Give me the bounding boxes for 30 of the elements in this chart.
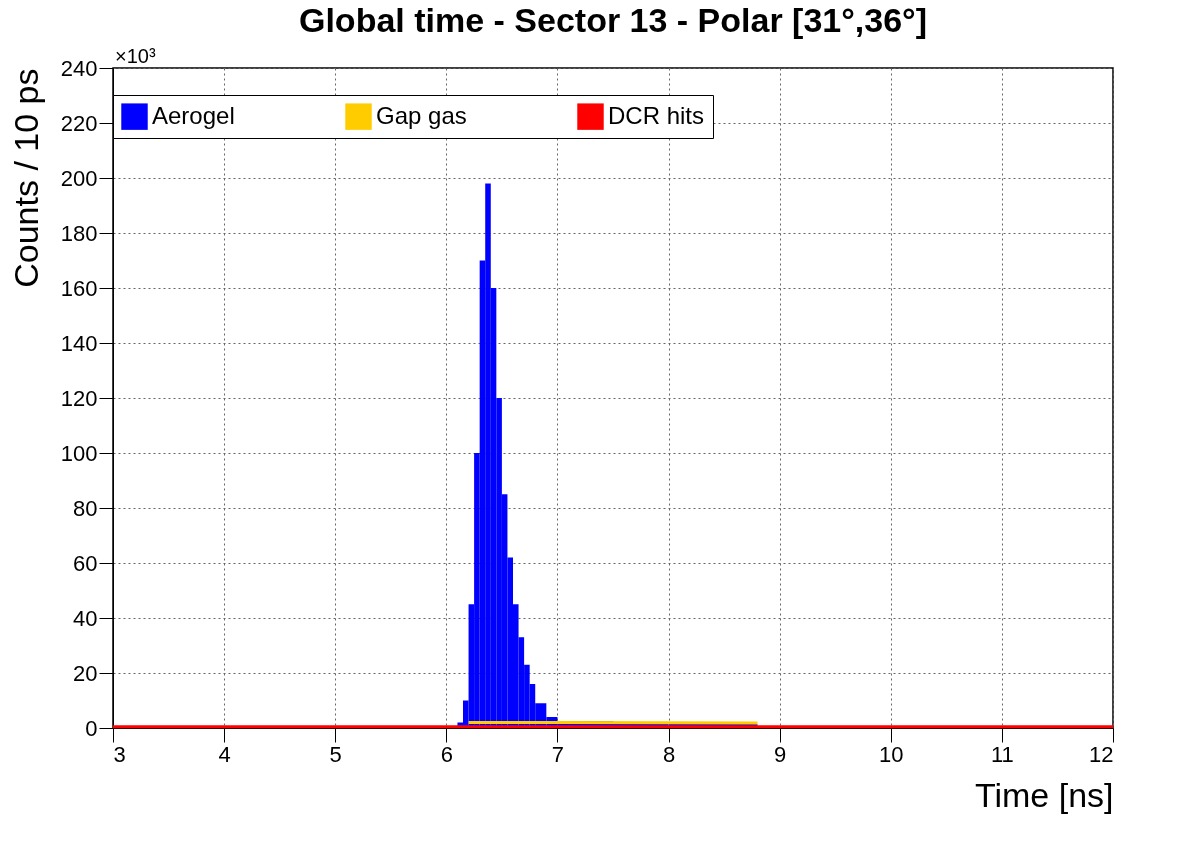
y-tick-label: 120 [60,385,98,411]
legend-label: Aerogel [152,101,235,129]
x-tick-label: 8 [662,741,676,767]
x-tick-label: 7 [551,741,565,767]
legend-label: DCR hits [608,101,705,129]
y-tick-label: 0 [85,715,98,741]
legend-label: Gap gas [376,101,467,129]
y-tick-label: 20 [73,660,98,686]
y-tick-label: 40 [73,605,98,631]
y-tick-label: 100 [60,440,98,466]
x-tick-label: 12 [1089,741,1114,767]
x-tick-label: 9 [774,741,787,767]
y-tick-label: 60 [73,550,98,576]
y-tick-label: 220 [60,110,98,136]
chart-title: Global time - Sector 13 - Polar [31°,36°] [298,1,928,39]
x-tick-label: 11 [990,741,1014,767]
x-tick-label: 10 [879,741,904,767]
y-tick-label: 160 [60,275,98,301]
y-axis-title: Counts / 10 ps [6,68,45,288]
text: ×10³ [115,45,156,67]
y-tick-label: 200 [60,165,98,191]
x-tick-label: 5 [329,741,342,767]
y-tick-label: 240 [60,55,98,81]
x-tick-label: 3 [113,741,126,767]
x-axis-title: Time [ns] [974,775,1114,814]
y-tick-label: 80 [73,495,98,521]
x-tick-label: 6 [440,741,453,767]
y-tick-label: 140 [60,330,98,356]
y-tick-label: 180 [60,220,98,246]
x-tick-label: 4 [218,741,231,767]
